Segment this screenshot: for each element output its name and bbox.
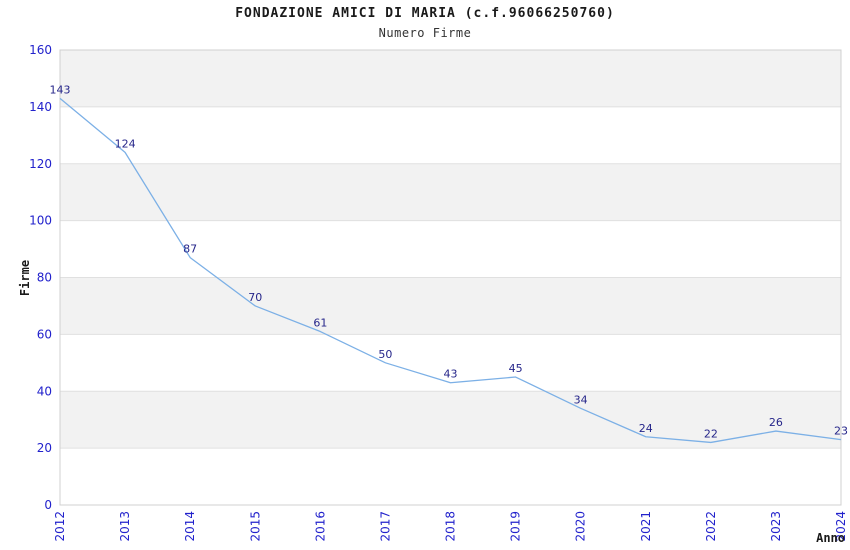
x-tick-label: 2023 bbox=[769, 511, 783, 542]
data-labels: 143 124 87 70 61 50 43 45 34 24 22 26 23 bbox=[50, 83, 849, 440]
x-tick-label: 2016 bbox=[313, 511, 327, 542]
x-axis-tick-labels: 2012 2013 2014 2015 2016 2017 2018 2019 2020 2021… bbox=[53, 511, 848, 542]
data-label: 61 bbox=[313, 317, 327, 330]
band bbox=[60, 391, 841, 449]
x-tick-label: 2022 bbox=[704, 511, 718, 542]
x-tick-label: 2015 bbox=[248, 511, 262, 542]
band bbox=[60, 334, 841, 392]
data-label: 24 bbox=[639, 422, 653, 435]
x-tick-label: 2012 bbox=[53, 511, 67, 542]
x-axis-title: Anno bbox=[816, 531, 845, 545]
y-tick-label: 0 bbox=[44, 498, 52, 512]
x-tick-label: 2013 bbox=[118, 511, 132, 542]
y-tick-label: 160 bbox=[29, 43, 52, 57]
data-label: 34 bbox=[574, 393, 588, 406]
plot-border bbox=[59, 49, 842, 506]
data-label: 23 bbox=[834, 425, 848, 438]
y-axis-tick-labels: 0 20 40 60 80 100 120 140 160 bbox=[29, 43, 52, 512]
y-tick-label: 60 bbox=[37, 327, 52, 341]
y-tick-label: 100 bbox=[29, 214, 52, 228]
band bbox=[60, 448, 841, 505]
x-tick-label: 2020 bbox=[574, 511, 588, 542]
data-label: 143 bbox=[50, 83, 71, 96]
x-tick-label: 2018 bbox=[444, 511, 458, 542]
y-tick-label: 40 bbox=[37, 384, 52, 398]
band bbox=[60, 163, 841, 221]
data-label: 124 bbox=[115, 137, 136, 150]
x-tick-label: 2014 bbox=[183, 511, 197, 542]
band bbox=[60, 277, 841, 335]
data-label: 70 bbox=[248, 291, 262, 304]
data-label: 50 bbox=[378, 348, 392, 361]
y-axis-title: Firme bbox=[18, 260, 32, 296]
band bbox=[60, 50, 841, 107]
band bbox=[60, 106, 841, 164]
data-label: 26 bbox=[769, 416, 783, 429]
x-tick-label: 2021 bbox=[639, 511, 653, 542]
band bbox=[60, 220, 841, 278]
y-tick-label: 80 bbox=[37, 271, 52, 285]
gridlines bbox=[60, 106, 841, 449]
data-label: 43 bbox=[444, 368, 458, 381]
x-tick-label: 2017 bbox=[378, 511, 392, 542]
x-tick-label: 2019 bbox=[509, 511, 523, 542]
y-tick-label: 140 bbox=[29, 100, 52, 114]
chart-title: FONDAZIONE AMICI DI MARIA (c.f.960662507… bbox=[235, 6, 615, 21]
x-tick-label: 2024 bbox=[834, 511, 848, 542]
data-label: 45 bbox=[509, 362, 523, 375]
data-label: 22 bbox=[704, 427, 718, 440]
y-tick-label: 20 bbox=[37, 441, 52, 455]
series-polyline bbox=[59, 97, 842, 444]
data-label: 87 bbox=[183, 243, 197, 256]
y-tick-label: 120 bbox=[29, 157, 52, 171]
plot-bands bbox=[60, 50, 841, 505]
chart-subtitle: Numero Firme bbox=[378, 26, 472, 40]
series-line bbox=[59, 97, 842, 444]
